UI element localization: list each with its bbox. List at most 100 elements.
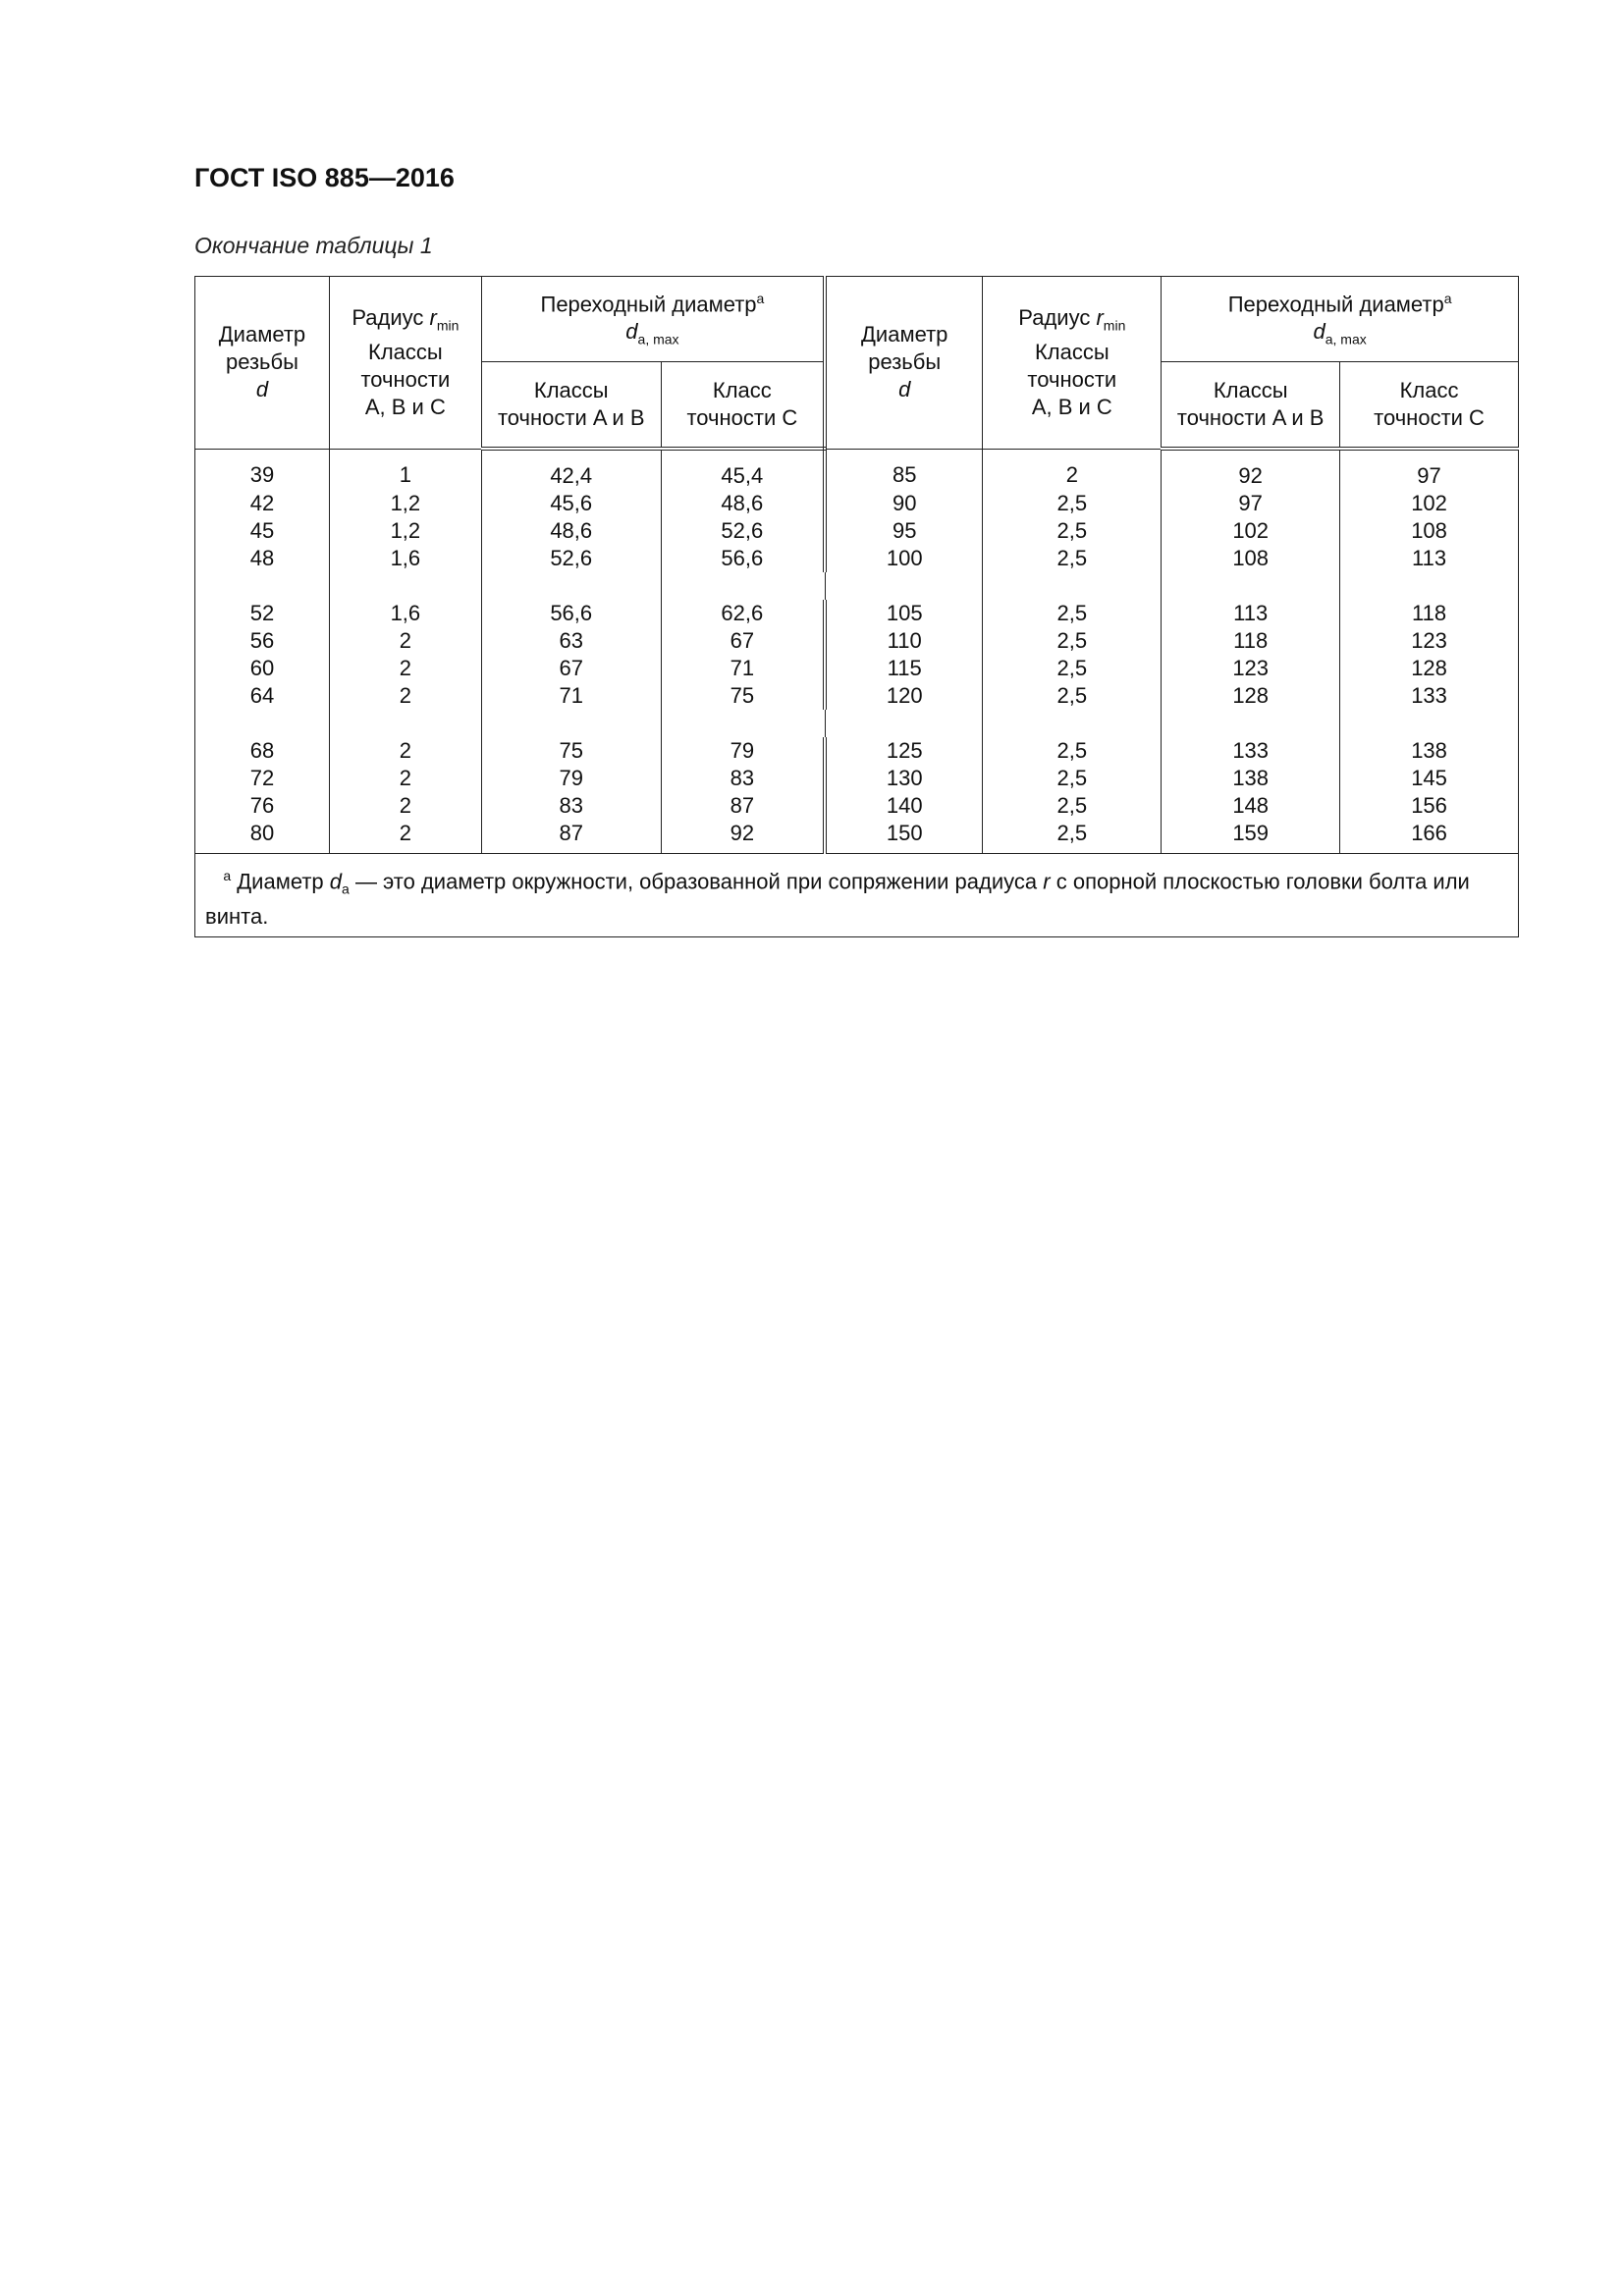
table-cell: 1 (328, 449, 482, 490)
table-cell: 133 (1339, 682, 1519, 710)
header-thread-diameter: Диаметр резьбы d (194, 276, 330, 450)
table-cell: 145 (1339, 765, 1519, 792)
table-cell: 85 (824, 449, 984, 490)
table-cell: 2 (328, 792, 482, 820)
table-cell: 75 (660, 682, 828, 710)
table-cell: 100 (824, 545, 984, 572)
table-cell: 120 (824, 682, 984, 710)
table-cell: 115 (824, 655, 984, 682)
table-row: 60 2 67 71 115 2,5 123 128 (194, 655, 1519, 682)
table-row: 72 2 79 83 130 2,5 138 145 (194, 765, 1519, 792)
table-row: 52 1,6 56,6 62,6 105 2,5 113 118 (194, 600, 1519, 627)
table-cell: 159 (1161, 820, 1341, 854)
table-cell: 133 (1161, 737, 1341, 765)
table-cell: 48,6 (660, 490, 828, 517)
table-cell: 42 (194, 490, 330, 517)
table-cell: 123 (1161, 655, 1341, 682)
table-row: 56 2 63 67 110 2,5 118 123 (194, 627, 1519, 655)
table-cell: 2,5 (982, 545, 1163, 572)
table-cell: 62,6 (660, 600, 828, 627)
table-cell: 2,5 (982, 682, 1163, 710)
table-cell: 2,5 (982, 627, 1163, 655)
table-cell: 110 (824, 627, 984, 655)
table-row: 80 2 87 92 150 2,5 159 166 (194, 820, 1519, 854)
table-cell: 118 (1339, 600, 1519, 627)
table-cell: 48 (194, 545, 330, 572)
table-cell: 97 (1161, 490, 1341, 517)
table-cell: 52,6 (660, 517, 828, 545)
table-cell: 39 (194, 449, 330, 490)
table-cell: 83 (660, 765, 828, 792)
table-cell: 138 (1161, 765, 1341, 792)
header-class-c: Класс точности C (660, 361, 828, 451)
table-cell: 2 (328, 682, 482, 710)
data-table: Диаметр резьбы d Радиус rmin Классы точности… (194, 276, 1519, 937)
table-cell: 48,6 (480, 517, 662, 545)
table-cell: 87 (480, 820, 662, 854)
table-cell: 2,5 (982, 600, 1163, 627)
table-cell: 63 (480, 627, 662, 655)
header-transition-diameter: Переходный диаметрa da, max (1161, 276, 1519, 362)
table-cell: 56,6 (660, 545, 828, 572)
table-cell: 2,5 (982, 765, 1163, 792)
table-row: 39 1 42,4 45,4 85 2 92 97 (194, 449, 1519, 490)
table-cell: 1,6 (328, 600, 482, 627)
table-cell: 87 (660, 792, 828, 820)
table-cell: 105 (824, 600, 984, 627)
table-cell: 166 (1339, 820, 1519, 854)
table-row: 45 1,2 48,6 52,6 95 2,5 102 108 (194, 517, 1519, 545)
table-cell: 2 (328, 737, 482, 765)
table-row: 48 1,6 52,6 56,6 100 2,5 108 113 (194, 545, 1519, 572)
table-cell: 80 (194, 820, 330, 854)
table-cell: 2,5 (982, 517, 1163, 545)
table-cell: 118 (1161, 627, 1341, 655)
table-cell: 113 (1339, 545, 1519, 572)
table-cell: 92 (660, 820, 828, 854)
table-row: 42 1,2 45,6 48,6 90 2,5 97 102 (194, 490, 1519, 517)
table-cell: 71 (660, 655, 828, 682)
document-title: ГОСТ ISO 885—2016 (194, 163, 455, 192)
table-cell: 2 (328, 820, 482, 854)
table-cell: 95 (824, 517, 984, 545)
header-transition-diameter: Переходный диаметрa da, max (480, 276, 828, 362)
table-cell: 79 (480, 765, 662, 792)
table-cell: 72 (194, 765, 330, 792)
table-cell: 113 (1161, 600, 1341, 627)
table-cell: 156 (1339, 792, 1519, 820)
table-cell: 2 (328, 627, 482, 655)
header-radius: Радиус rmin Классы точности A, B и C (982, 276, 1163, 450)
table-cell: 64 (194, 682, 330, 710)
table-cell: 130 (824, 765, 984, 792)
table-cell: 128 (1161, 682, 1341, 710)
table-cell: 148 (1161, 792, 1341, 820)
table-cell: 45,6 (480, 490, 662, 517)
table-cell: 2,5 (982, 820, 1163, 854)
table-cell: 56,6 (480, 600, 662, 627)
table-cell: 79 (660, 737, 828, 765)
table-cell: 2 (328, 655, 482, 682)
table-cell: 2,5 (982, 737, 1163, 765)
table-cell: 52,6 (480, 545, 662, 572)
table-cell: 150 (824, 820, 984, 854)
table-cell: 68 (194, 737, 330, 765)
table-cell: 123 (1339, 627, 1519, 655)
table-cell: 67 (480, 655, 662, 682)
table-cell: 102 (1339, 490, 1519, 517)
table-cell: 92 (1161, 449, 1341, 490)
table-cell: 56 (194, 627, 330, 655)
table-cell: 2,5 (982, 490, 1163, 517)
table-cell: 1,2 (328, 490, 482, 517)
table-cell: 140 (824, 792, 984, 820)
table-row: 76 2 83 87 140 2,5 148 156 (194, 792, 1519, 820)
table-caption: Окончание таблицы 1 (194, 233, 433, 258)
table-cell: 128 (1339, 655, 1519, 682)
table-cell: 75 (480, 737, 662, 765)
table-cell: 60 (194, 655, 330, 682)
header-radius: Радиус rmin Классы точности A, B и C (328, 276, 482, 450)
table-cell: 90 (824, 490, 984, 517)
table-cell: 52 (194, 600, 330, 627)
table-cell: 97 (1339, 449, 1519, 490)
table-cell: 76 (194, 792, 330, 820)
table-footnote: a Диаметр da — это диаметр окружности, о… (194, 853, 1519, 937)
table-cell: 71 (480, 682, 662, 710)
